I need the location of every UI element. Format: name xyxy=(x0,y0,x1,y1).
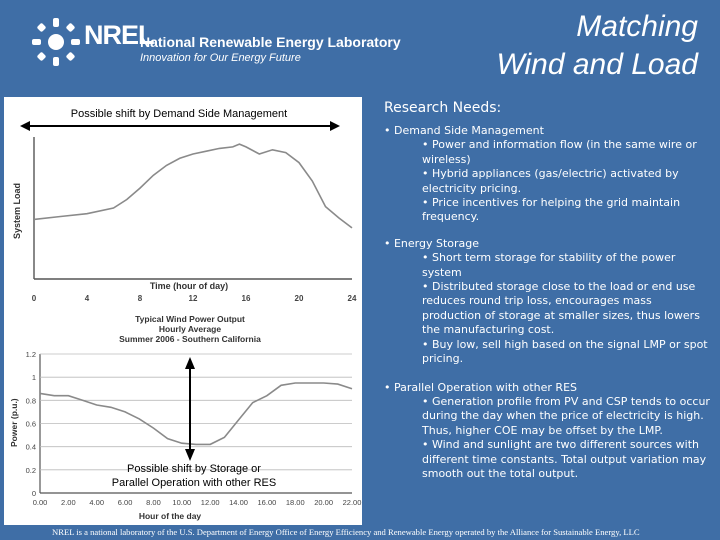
x-tick-label: 0 xyxy=(32,294,37,303)
chart2-xlabel: Hour of the day xyxy=(139,511,202,521)
list-item: • Buy low, sell high based on the signal… xyxy=(422,337,708,366)
x-tick-label: 8 xyxy=(138,294,143,303)
y-tick-label: 0.2 xyxy=(26,466,36,475)
x-tick-label: 4.00 xyxy=(89,498,104,507)
x-tick-label: 12 xyxy=(189,294,198,303)
x-tick-label: 12.00 xyxy=(201,498,220,507)
slide-title-line1: Matching xyxy=(576,10,698,43)
lab-tagline: Innovation for Our Energy Future xyxy=(140,52,301,64)
dsm-shift-label: Possible shift by Demand Side Management xyxy=(71,108,287,120)
chart1-ylabel: System Load xyxy=(12,183,22,239)
slide-title: Matching Wind and Load xyxy=(418,8,698,84)
y-tick-label: 0.8 xyxy=(26,396,36,405)
section-parallel-operation: • Parallel Operation with other RES • Ge… xyxy=(384,381,714,482)
x-tick-label: 8.00 xyxy=(146,498,161,507)
y-tick-label: 1.2 xyxy=(26,350,36,359)
x-tick-label: 18.00 xyxy=(286,498,305,507)
list-item: • Hybrid appliances (gas/electric) activ… xyxy=(422,167,679,195)
x-tick-label: 2.00 xyxy=(61,498,76,507)
list-item: • Price incentives for helping the grid … xyxy=(422,196,681,224)
x-tick-label: 10.00 xyxy=(172,498,191,507)
footer-text: NREL is a national laboratory of the U.S… xyxy=(52,527,640,537)
chart2-title: Typical Wind Power Output xyxy=(135,314,245,324)
research-needs: Research Needs: • Demand Side Management… xyxy=(384,100,714,481)
section-title: • Parallel Operation with other RES xyxy=(384,380,578,394)
list-item: • Short term storage for stability of th… xyxy=(422,251,676,279)
x-tick-label: 16 xyxy=(242,294,251,303)
x-tick-label: 4 xyxy=(85,294,90,303)
y-tick-label: 0.4 xyxy=(26,443,36,452)
y-tick-label: 1 xyxy=(32,373,36,382)
x-tick-label: 16.00 xyxy=(258,498,277,507)
x-tick-label: 20 xyxy=(295,294,304,303)
x-tick-label: 24 xyxy=(348,294,357,303)
chart-panel: Possible shift by Demand Side Management… xyxy=(4,97,362,525)
x-tick-label: 6.00 xyxy=(118,498,133,507)
section-title: • Demand Side Management xyxy=(384,124,544,137)
chart2-subtitle2: Summer 2006 - Southern California xyxy=(119,334,261,344)
x-tick-label: 22.00 xyxy=(343,498,362,507)
chart1-xlabel: Time (hour of day) xyxy=(150,281,228,291)
wind-power-chart: Power (p.u.) Hour of the day 0.00 2.00 4.0… xyxy=(9,350,361,521)
research-heading: Research Needs: xyxy=(384,100,502,116)
y-tick-label: 0.6 xyxy=(26,420,36,429)
section-title: • Energy Storage xyxy=(384,236,480,250)
logo-wordmark: NREL xyxy=(84,20,154,50)
x-tick-label: 20.00 xyxy=(314,498,333,507)
section-energy-storage: • Energy Storage • Short term storage fo… xyxy=(384,237,714,367)
charts-figure: Possible shift by Demand Side Management… xyxy=(9,108,361,521)
storage-shift-arrow xyxy=(185,357,195,461)
list-item: • Wind and sunlight are two different so… xyxy=(422,438,707,480)
x-tick-label: 0.00 xyxy=(33,498,48,507)
chart2-subtitle: Hourly Average xyxy=(159,324,221,334)
list-item: • Generation profile from PV and CSP ten… xyxy=(422,394,710,437)
storage-shift-label-line2: Parallel Operation with other RES xyxy=(112,477,276,489)
chart2-ylabel: Power (p.u.) xyxy=(9,398,19,447)
list-item: • Distributed storage close to the load … xyxy=(422,280,700,337)
sun-logo-icon xyxy=(32,18,80,66)
system-load-chart: System Load Time (hour of day) 0 4 8 12 16 20… xyxy=(12,137,357,303)
x-tick-label: 14.00 xyxy=(229,498,248,507)
lab-name: National Renewable Energy Laboratory xyxy=(140,34,401,50)
y-tick-label: 0 xyxy=(32,489,36,498)
dsm-shift-arrow xyxy=(20,121,340,131)
slide-title-line2: Wind and Load xyxy=(496,48,698,81)
list-item: • Power and information flow (in the sam… xyxy=(422,138,697,166)
series-line xyxy=(33,143,353,229)
series-line xyxy=(39,382,353,446)
nrel-logo: NREL National Renewable Energy Laborator… xyxy=(28,14,401,70)
storage-shift-label-line1: Possible shift by Storage or xyxy=(127,463,261,475)
section-demand-side: • Demand Side Management • Power and inf… xyxy=(384,124,714,225)
